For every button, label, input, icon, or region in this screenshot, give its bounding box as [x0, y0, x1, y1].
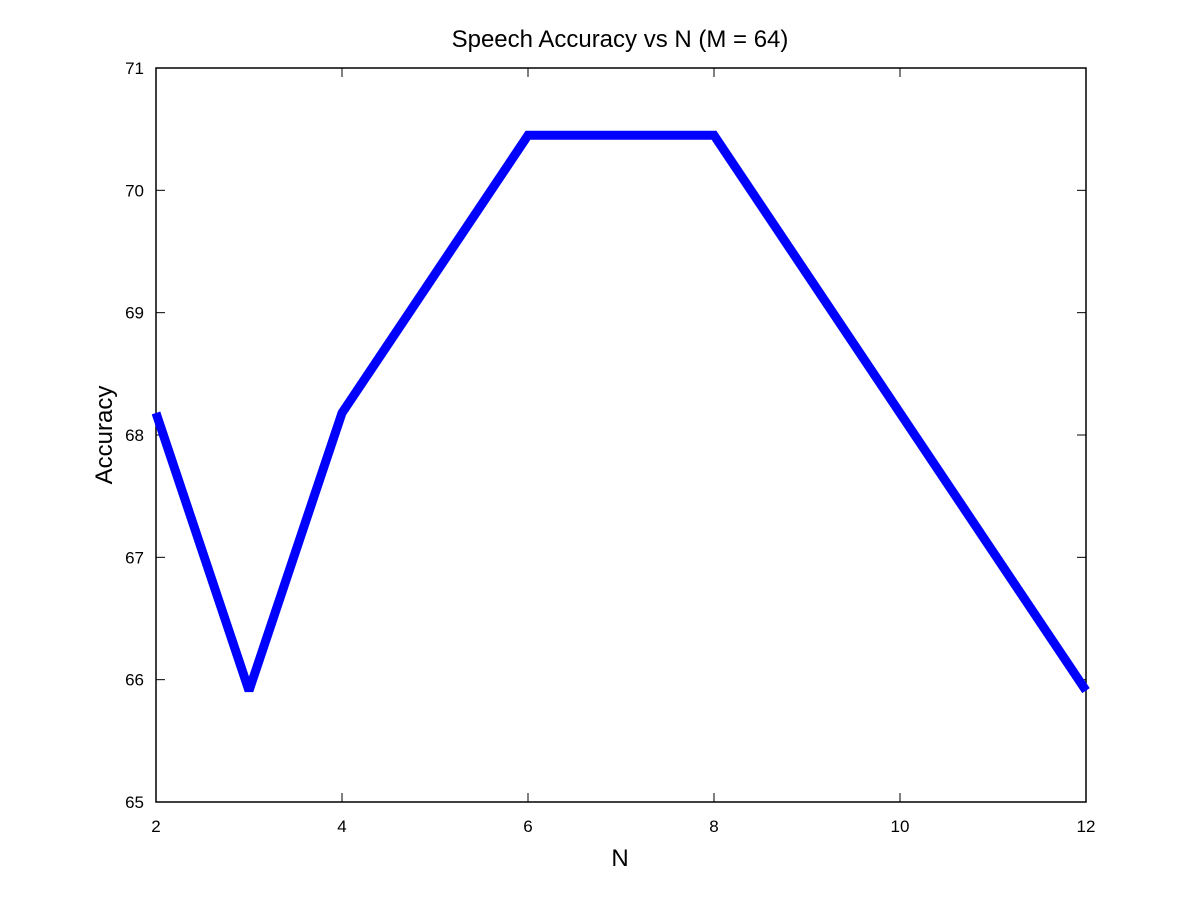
plot-area: [155, 67, 1087, 803]
data-point: [341, 412, 343, 414]
x-tick-label: 8: [709, 817, 718, 836]
y-tick-label: 70: [125, 181, 144, 200]
x-axis-label: N: [611, 845, 628, 872]
x-tick-label: 12: [1077, 817, 1096, 836]
y-tick-label: 69: [125, 304, 144, 323]
y-tick-label: 71: [125, 59, 144, 78]
data-point: [713, 134, 715, 136]
x-tick-label: 4: [337, 817, 346, 836]
y-tick-label: 66: [125, 671, 144, 690]
y-axis-label: Accuracy: [91, 386, 118, 485]
y-tick-label: 68: [125, 426, 144, 445]
chart-title: Speech Accuracy vs N (M = 64): [452, 26, 789, 53]
x-tick-label: 2: [151, 817, 160, 836]
y-tick-label: 65: [125, 793, 144, 812]
x-tick-label: 10: [891, 817, 910, 836]
data-point: [155, 412, 157, 414]
series-group: [151, 130, 1090, 694]
x-tick-label: 6: [523, 817, 532, 836]
data-point: [248, 690, 250, 692]
y-tick-label: 67: [125, 548, 144, 567]
series-line: [151, 130, 1090, 694]
data-point: [1085, 690, 1087, 692]
data-point: [527, 134, 529, 136]
